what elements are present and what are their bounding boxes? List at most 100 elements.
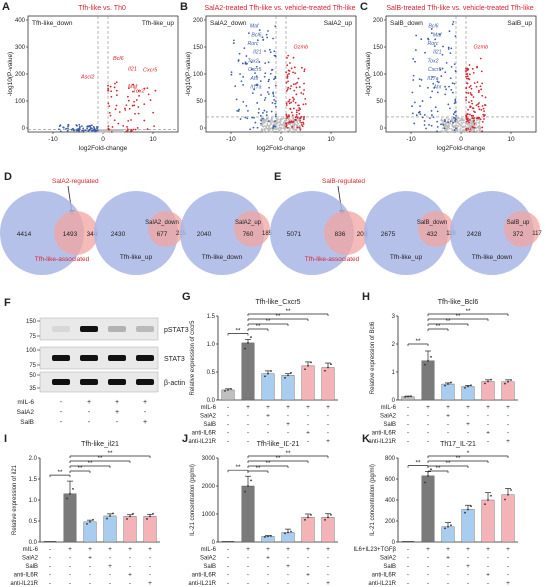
data-point bbox=[327, 516, 329, 519]
treatment-sign: - bbox=[149, 555, 151, 562]
up-point bbox=[299, 117, 302, 120]
down-point bbox=[80, 125, 83, 128]
sig-label: ** bbox=[87, 460, 93, 467]
x-tick-label: 0 bbox=[459, 136, 463, 143]
panel-letter: F bbox=[4, 297, 11, 309]
ns-point bbox=[441, 130, 443, 133]
down-point bbox=[454, 120, 457, 122]
up-point bbox=[136, 127, 139, 129]
panel-letter: A bbox=[2, 1, 10, 13]
up-point bbox=[295, 109, 298, 112]
down-point bbox=[421, 100, 424, 102]
data-point bbox=[430, 355, 432, 358]
down-point bbox=[453, 111, 456, 114]
ns-point bbox=[450, 130, 453, 133]
treatment-sign: + bbox=[286, 546, 290, 553]
venn-inner-label: SalB_down bbox=[417, 220, 447, 226]
up-point bbox=[109, 114, 112, 117]
gene-label: Il17a bbox=[250, 85, 261, 91]
treatment-label: SalB bbox=[383, 422, 396, 428]
bar bbox=[441, 383, 455, 401]
bar-chart-panel-g: G Tfh-like_Cxcr5 Relative expression of cx… bbox=[182, 291, 338, 445]
up-point bbox=[469, 105, 472, 108]
up-point bbox=[290, 101, 293, 104]
venn-circle-blue bbox=[0, 191, 84, 275]
down-point bbox=[427, 38, 430, 41]
up-point bbox=[299, 128, 302, 131]
up-point bbox=[303, 70, 306, 73]
treatment-sign: + bbox=[286, 421, 290, 428]
y-tick-label: 100 bbox=[193, 72, 204, 78]
sig-label: ** bbox=[285, 308, 291, 315]
data-point bbox=[267, 372, 269, 375]
up-point bbox=[300, 92, 303, 94]
data-point bbox=[510, 489, 512, 491]
band-label: pSTAT3 bbox=[164, 327, 189, 334]
down-point bbox=[87, 125, 90, 127]
down-point bbox=[453, 63, 456, 66]
bar bbox=[83, 521, 97, 543]
y-axis-label: Relative expression of Bcl6 bbox=[370, 321, 376, 394]
up-point bbox=[465, 120, 468, 123]
y-tick-label: 400 bbox=[385, 498, 396, 504]
gene-label: Il17a bbox=[427, 76, 438, 82]
treatment-sign: + bbox=[426, 404, 430, 411]
data-point bbox=[287, 531, 289, 534]
y-tick-label: 50 bbox=[196, 99, 203, 105]
ns-point bbox=[471, 119, 474, 122]
treatment-sign: + bbox=[246, 546, 250, 553]
up-point bbox=[107, 125, 110, 128]
treatment-sign: - bbox=[307, 421, 309, 428]
treatment-sign: + bbox=[326, 404, 330, 411]
x-tick-label: -10 bbox=[226, 136, 236, 143]
ns-point bbox=[268, 125, 271, 128]
treatment-sign: - bbox=[109, 572, 111, 579]
ns-point bbox=[268, 130, 271, 133]
up-point bbox=[465, 70, 467, 73]
up-point bbox=[467, 113, 469, 116]
data-point bbox=[310, 361, 312, 364]
up-point bbox=[472, 120, 475, 123]
up-point bbox=[292, 83, 295, 86]
ns-point bbox=[279, 122, 282, 124]
down-point bbox=[430, 28, 433, 30]
down-point bbox=[419, 85, 421, 87]
treatment-sign: - bbox=[487, 555, 489, 562]
data-point bbox=[72, 487, 74, 490]
treatment-sign: - bbox=[287, 580, 289, 587]
ns-point bbox=[275, 125, 278, 127]
sig-label: ** bbox=[255, 323, 261, 330]
treatment-sign: + bbox=[486, 430, 490, 437]
treatment-sign: + bbox=[88, 555, 92, 562]
ns-point bbox=[289, 131, 291, 133]
treatment-sign: + bbox=[88, 546, 92, 553]
data-point bbox=[304, 518, 306, 521]
down-point bbox=[234, 85, 237, 88]
down-point bbox=[260, 119, 262, 122]
up-point bbox=[293, 66, 296, 69]
treatment-sign: + bbox=[128, 546, 132, 553]
blot-band bbox=[52, 379, 70, 385]
up-point bbox=[288, 102, 291, 105]
treatment-sign: - bbox=[227, 430, 229, 437]
up-point bbox=[116, 94, 118, 97]
ns-point bbox=[276, 127, 279, 130]
ns-point bbox=[266, 124, 269, 127]
bar bbox=[241, 485, 255, 543]
ns-point bbox=[447, 118, 450, 121]
up-point bbox=[295, 115, 298, 118]
ns-point bbox=[471, 123, 474, 126]
treatment-label: SalA2 bbox=[17, 409, 35, 416]
up-point bbox=[469, 128, 472, 131]
data-point bbox=[129, 515, 131, 518]
up-point bbox=[469, 130, 471, 133]
up-point bbox=[478, 108, 481, 111]
down-point bbox=[441, 67, 444, 70]
up-point bbox=[471, 102, 474, 105]
treatment-sign: + bbox=[128, 572, 132, 579]
treatment-sign: + bbox=[426, 546, 430, 553]
down-point bbox=[250, 68, 253, 71]
up-point bbox=[479, 57, 482, 60]
down-point bbox=[245, 104, 248, 107]
